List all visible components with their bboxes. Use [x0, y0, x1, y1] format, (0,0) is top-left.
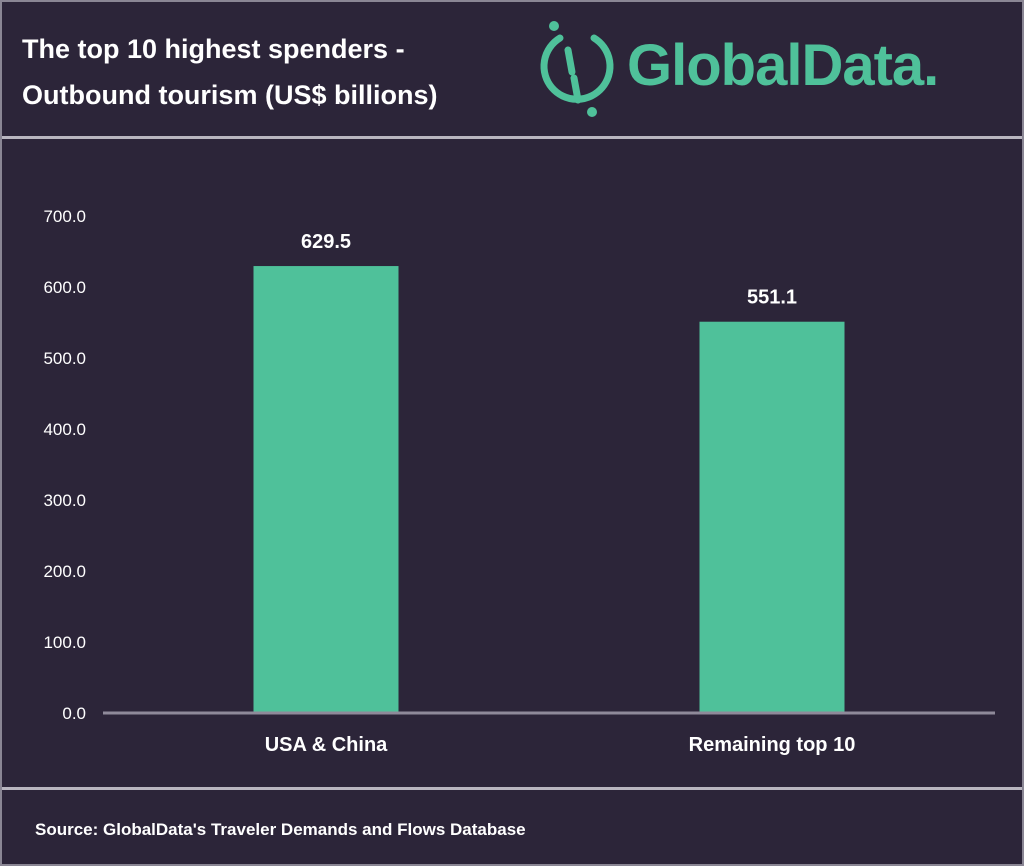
globaldata-logo: GlobalData. [532, 20, 1012, 120]
data-label: 629.5 [301, 231, 351, 253]
source-note: Source: GlobalData's Traveler Demands an… [35, 820, 526, 839]
y-tick-label: 300.0 [43, 491, 86, 510]
y-tick-label: 0.0 [62, 704, 86, 723]
y-tick-label: 500.0 [43, 349, 86, 368]
header: The top 10 highest spenders - Outbound t… [2, 2, 1022, 139]
globaldata-logo-icon [540, 21, 614, 117]
y-tick-label: 200.0 [43, 562, 86, 581]
bar-chart: 0.0 100.0 200.0 300.0 400.0 500.0 600.0 700.0 62… [43, 207, 995, 756]
bar [699, 321, 845, 713]
y-tick-label: 100.0 [43, 633, 86, 652]
data-label: 551.1 [747, 287, 797, 309]
title-line-2: Outbound tourism (US$ billions) [22, 80, 438, 110]
chart-title: The top 10 highest spenders - Outbound t… [22, 26, 437, 118]
y-tick-label: 600.0 [43, 278, 86, 297]
x-category-label: Remaining top 10 [689, 734, 856, 756]
y-tick-label: 700.0 [43, 207, 86, 226]
x-category-label: USA & China [265, 734, 388, 756]
title-line-1: The top 10 highest spenders - [22, 34, 405, 64]
y-tick-label: 400.0 [43, 420, 86, 439]
footer: Source: GlobalData's Traveler Demands an… [2, 787, 1022, 867]
bar [253, 266, 399, 713]
logo-text: GlobalData. [627, 33, 939, 98]
